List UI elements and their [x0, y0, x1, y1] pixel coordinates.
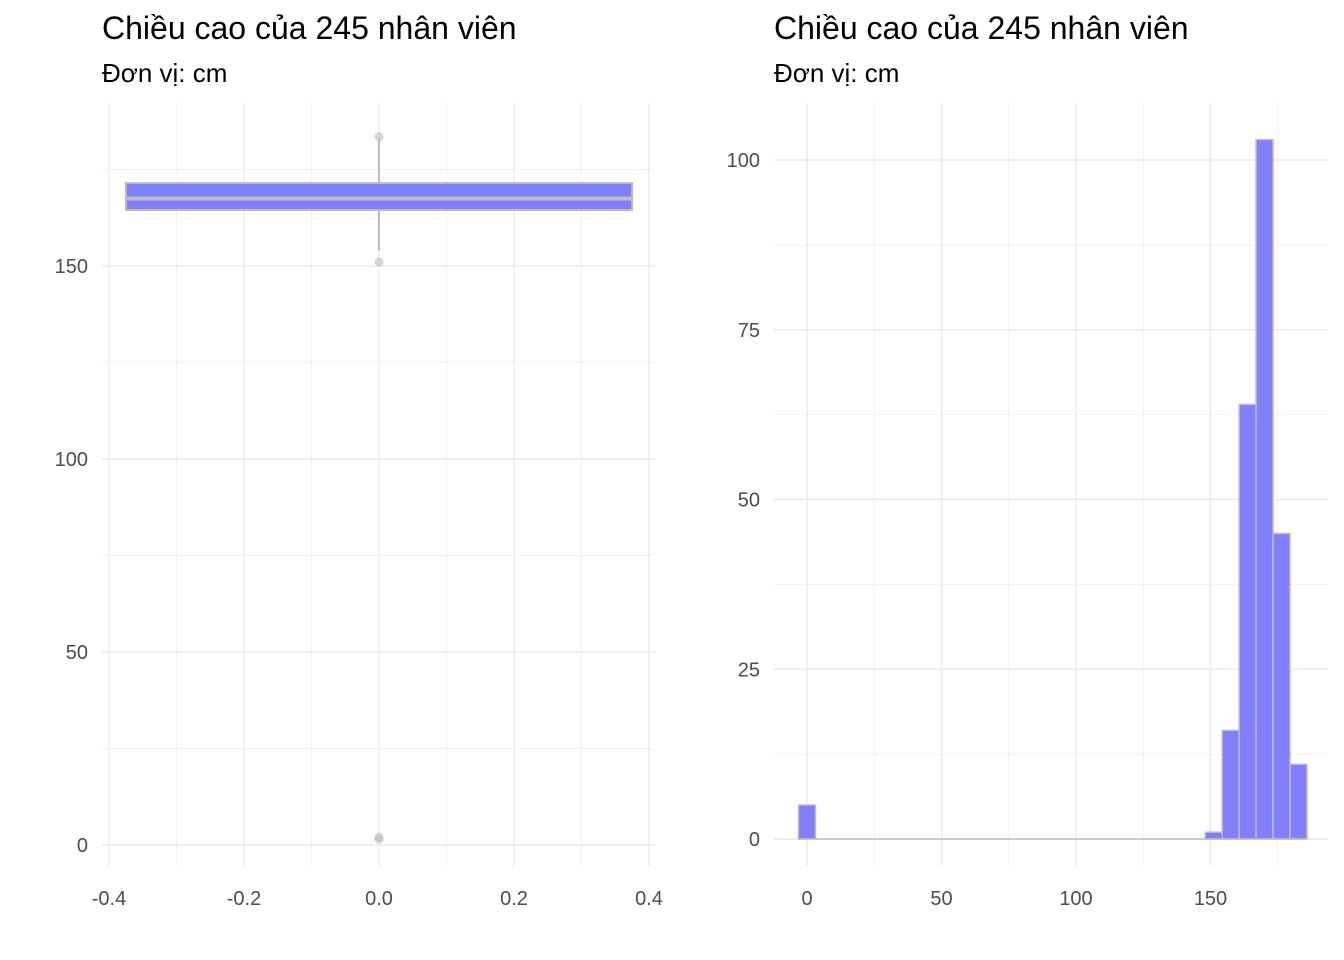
y-tick-label: 75 [738, 320, 760, 342]
histogram-bar [1238, 403, 1257, 840]
histogram-panel: 0 50 100 150 0 25 50 75 100 Chiều cao của 245 nh… [672, 0, 1344, 960]
histogram-bar [1272, 532, 1291, 840]
x-tick-label: 50 [930, 888, 952, 910]
boxplot-subtitle: Đơn vị: cm [102, 58, 228, 88]
histogram-subtitle: Đơn vị: cm [774, 58, 900, 88]
histogram-bar [1289, 763, 1308, 840]
y-tick-label: 100 [727, 150, 760, 172]
y-tick-label: 150 [55, 256, 88, 278]
histogram-bar [1204, 831, 1223, 840]
outlier-point [374, 257, 384, 267]
y-tick-label: 50 [66, 642, 88, 664]
y-tick-label: 0 [77, 835, 88, 857]
boxplot-chart: -0.4 -0.2 0.0 0.2 0.4 0 50 100 150 [55, 103, 663, 910]
histogram-bar [797, 804, 817, 840]
outlier-point [374, 132, 384, 142]
x-tick-label: -0.4 [92, 888, 126, 910]
x-tick-label: -0.2 [227, 888, 261, 910]
x-tick-label: 150 [1194, 888, 1227, 910]
x-tick-label: 0.2 [500, 888, 528, 910]
y-tick-label: 100 [55, 449, 88, 471]
x-tick-label: 0.0 [365, 888, 393, 910]
histogram-chart: 0 50 100 150 0 25 50 75 100 [727, 103, 1328, 910]
histogram-bar [1221, 729, 1240, 840]
boxplot-panel: -0.4 -0.2 0.0 0.2 0.4 0 50 100 150 Chiều cao của… [55, 10, 663, 910]
x-tick-label: 0.4 [635, 888, 663, 910]
outlier-point [374, 834, 384, 844]
x-tick-label: 0 [801, 888, 812, 910]
histogram-title: Chiều cao của 245 nhân viên [774, 10, 1189, 46]
y-tick-label: 0 [749, 829, 760, 851]
y-tick-label: 25 [738, 659, 760, 681]
x-tick-label: 100 [1059, 888, 1092, 910]
boxplot-title: Chiều cao của 245 nhân viên [102, 10, 517, 46]
histogram-bar [1255, 138, 1274, 840]
y-tick-label: 50 [738, 490, 760, 512]
